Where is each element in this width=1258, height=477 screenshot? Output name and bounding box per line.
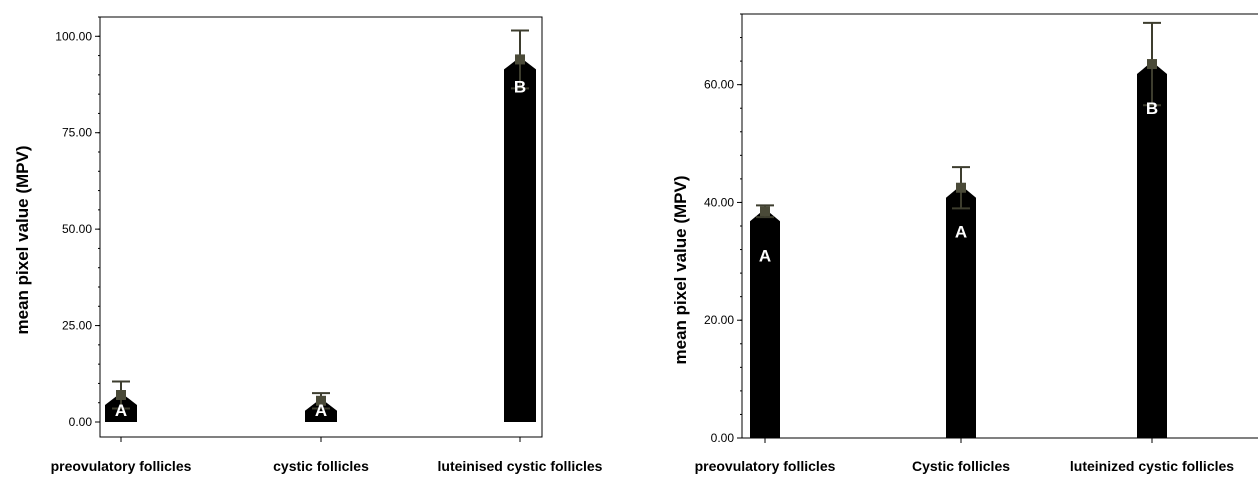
right-y-ticks: 0.00 20.00 40.00 60.00	[704, 13, 742, 445]
right-y-tick-label-3: 60.00	[704, 78, 734, 92]
left-category-label-2: luteinised cystic follicles	[438, 458, 603, 474]
left-bar-1	[305, 400, 337, 422]
left-mean-marker-1	[316, 395, 326, 406]
right-x-labels: preovulatory follicles Cystic follicles lu…	[695, 458, 1235, 474]
right-y-axis-label: mean pixel value (MPV)	[671, 176, 690, 365]
left-y-tick-label-4: 100.00	[55, 29, 92, 43]
left-y-tick-label-1: 25.00	[62, 319, 92, 333]
left-y-axis-label: mean pixel value (MPV)	[13, 146, 32, 335]
left-y-ticks: 0.00 25.00 50.00 75.00 100.00	[55, 16, 100, 429]
right-bars: A A B	[750, 21, 1167, 443]
right-y-tick-label-1: 20.00	[704, 313, 734, 327]
left-category-label-1: cystic follicles	[273, 458, 369, 474]
right-category-label-2: luteinized cystic follicles	[1070, 458, 1234, 474]
left-y-tick-label-2: 50.00	[62, 222, 92, 236]
left-bar-label-2: B	[514, 77, 526, 96]
left-mean-marker-0	[116, 390, 126, 400]
right-y-tick-label-2: 40.00	[704, 195, 734, 209]
right-mean-marker-1	[956, 182, 966, 193]
left-y-tick-label-3: 75.00	[62, 126, 92, 140]
right-bar-0	[750, 211, 780, 438]
left-chart: mean pixel value (MPV) 0.00 25.00 50.00 75.…	[13, 16, 603, 474]
left-bar-2	[504, 59, 536, 423]
right-y-tick-label-0: 0.00	[711, 431, 735, 445]
right-category-label-0: preovulatory follicles	[695, 458, 836, 474]
right-bar-label-2: B	[1146, 99, 1158, 118]
right-category-label-1: Cystic follicles	[912, 458, 1010, 474]
left-y-tick-label-0: 0.00	[69, 415, 93, 429]
left-x-labels: preovulatory follicles cystic follicles lu…	[51, 458, 603, 474]
right-mean-marker-0	[760, 206, 770, 217]
left-category-label-0: preovulatory follicles	[51, 458, 192, 474]
right-bar-label-0: A	[759, 246, 771, 265]
right-bar-label-1: A	[955, 223, 967, 242]
right-bar-1	[946, 187, 976, 438]
left-bar-label-0: A	[115, 401, 127, 420]
left-plot-frame	[99, 16, 543, 438]
right-chart: mean pixel value (MPV) 0.00 20.00 40.00 60.…	[671, 13, 1258, 474]
left-mean-marker-2	[515, 54, 525, 65]
right-bar-2	[1137, 64, 1167, 439]
left-bars: A A B	[105, 29, 536, 442]
left-bar-label-1: A	[315, 401, 327, 420]
right-mean-marker-2	[1147, 59, 1157, 70]
